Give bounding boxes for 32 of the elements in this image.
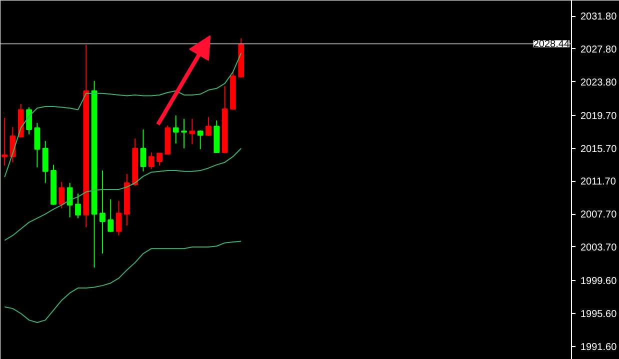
candlestick — [26, 106, 32, 135]
candlestick — [140, 128, 146, 172]
candlestick — [42, 140, 48, 184]
candlestick — [197, 130, 204, 150]
y-tick-label: 2011.70 — [580, 176, 616, 188]
candlestick — [2, 117, 8, 166]
y-tick-label: 2023.80 — [580, 77, 618, 88]
y-tick-label: 2019.70 — [580, 111, 618, 122]
y-tick-label: 2015.70 — [580, 144, 618, 155]
candlestick — [156, 152, 163, 166]
y-tick-label: 2031.80 — [580, 12, 618, 23]
y-tick-label: 1991.60 — [580, 342, 618, 353]
candlestick — [172, 115, 179, 144]
candlestick — [100, 170, 106, 254]
ref-line-label: 2028.44 — [533, 39, 570, 50]
candlestick — [181, 118, 187, 149]
candlestick — [66, 182, 73, 218]
candlestick — [206, 116, 212, 137]
candlestick — [148, 152, 154, 170]
y-tick-label: 2027.80 — [580, 44, 618, 56]
candlestick — [75, 193, 81, 219]
y-tick-label: 2003.70 — [580, 242, 618, 254]
candlestick — [108, 198, 114, 233]
y-tick-label: 1999.60 — [580, 276, 618, 288]
line-series — [4, 240, 242, 324]
candlestick — [34, 122, 40, 168]
candlestick — [189, 118, 196, 145]
candlestick — [116, 200, 122, 236]
y-tick-label: 1995.60 — [580, 308, 618, 320]
line-series — [4, 148, 242, 241]
candlestick — [58, 182, 65, 209]
y-tick-label: 2007.70 — [580, 210, 618, 221]
